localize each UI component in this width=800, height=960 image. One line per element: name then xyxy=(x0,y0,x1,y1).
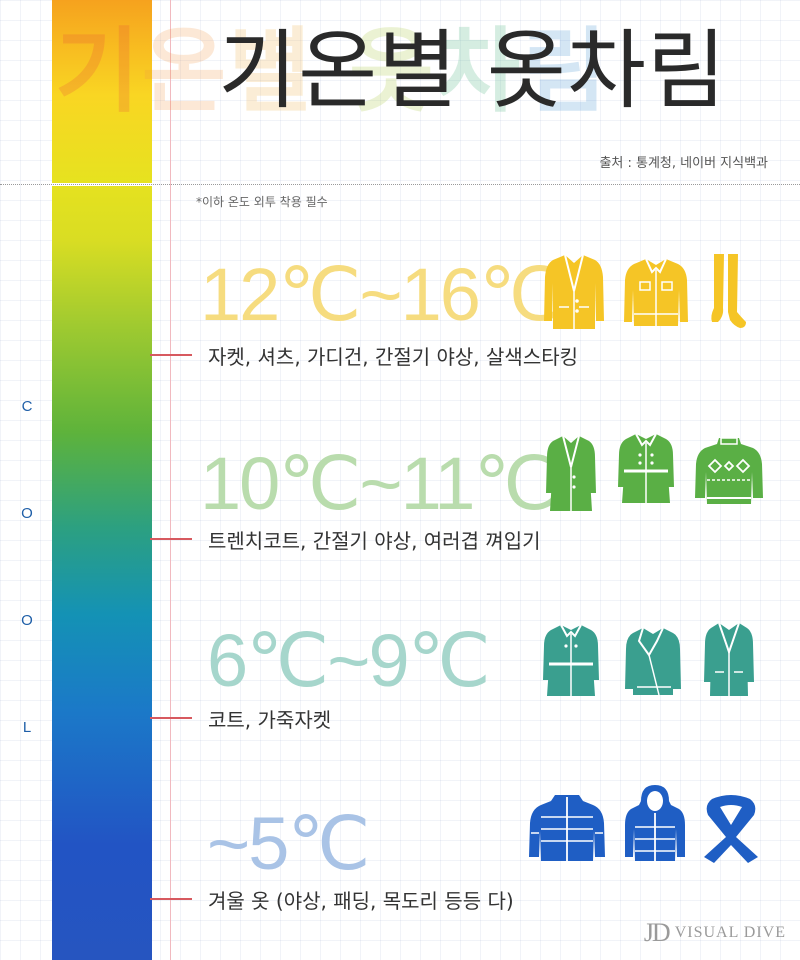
outerwear-note: *이하 온도 외투 착용 필수 xyxy=(196,195,328,209)
cool-letter-o: O xyxy=(21,505,33,522)
band-tick xyxy=(150,354,192,356)
temperature-range-6-9: 6℃~9℃ xyxy=(207,619,491,702)
margin-line xyxy=(170,0,171,960)
stockings-icon xyxy=(708,252,748,332)
title-shadow-char: 별 xyxy=(228,18,315,125)
long-coat-icon xyxy=(545,433,597,513)
cool-letter-l: L xyxy=(22,719,32,736)
clothing-list-10-11: 트렌치코트, 간절기 야상, 여러겹 껴입기 xyxy=(208,529,541,553)
band-tick xyxy=(150,538,192,540)
clothing-list-under-5: 겨울 옷 (야상, 패딩, 목도리 등등 다) xyxy=(208,889,514,913)
cool-letter-c: C xyxy=(21,398,33,415)
hooded-parka-icon xyxy=(623,783,687,863)
header-divider xyxy=(0,184,800,185)
title-shadow-char: 림 xyxy=(522,18,609,125)
puffer-jacket-icon xyxy=(527,793,607,863)
logo-text: VISUAL DIVE xyxy=(674,924,786,941)
leather-jacket-icon xyxy=(623,625,683,697)
band-tick xyxy=(150,717,192,719)
temperature-range-10-11: 10℃~11℃ xyxy=(200,442,557,525)
cool-letter-o: O xyxy=(21,612,33,629)
title-shadow-char: 기 xyxy=(55,18,142,125)
clothing-list-12-16: 자켓, 셔츠, 가디건, 간절기 야상, 살색스타킹 xyxy=(208,345,579,369)
header: 기온별 옷차림 기온별 옷차림 출처 : 통계청, 네이버 지식백과 xyxy=(0,0,800,180)
temperature-range-under-5: ~5℃ xyxy=(207,802,370,885)
title-shadow-char: 온 xyxy=(141,18,229,125)
temperature-range-12-16: 12℃~16℃ xyxy=(200,253,562,336)
title-shadow-char: 차 xyxy=(435,18,523,125)
source-credit: 출처 : 통계청, 네이버 지식백과 xyxy=(599,156,768,171)
temperature-gradient-bar xyxy=(52,0,152,960)
visual-dive-logo: JD VISUAL DIVE xyxy=(644,918,786,948)
title-shadow: 기온별 옷차림 xyxy=(55,26,609,118)
blazer-icon xyxy=(543,251,605,331)
denim-jacket-icon xyxy=(622,256,690,328)
overcoat-icon xyxy=(703,620,755,698)
clothing-list-6-9: 코트, 가죽자켓 xyxy=(208,708,332,732)
trench-coat-icon xyxy=(616,431,676,505)
page-title: 기온별 옷차림 xyxy=(218,21,728,121)
belted-coat-icon xyxy=(541,622,601,698)
title-shadow-char: 옷 xyxy=(348,18,436,125)
scarf-icon xyxy=(696,795,766,865)
logo-mark: JD xyxy=(643,918,671,947)
band-tick xyxy=(150,898,192,900)
knit-sweater-icon xyxy=(693,436,765,506)
